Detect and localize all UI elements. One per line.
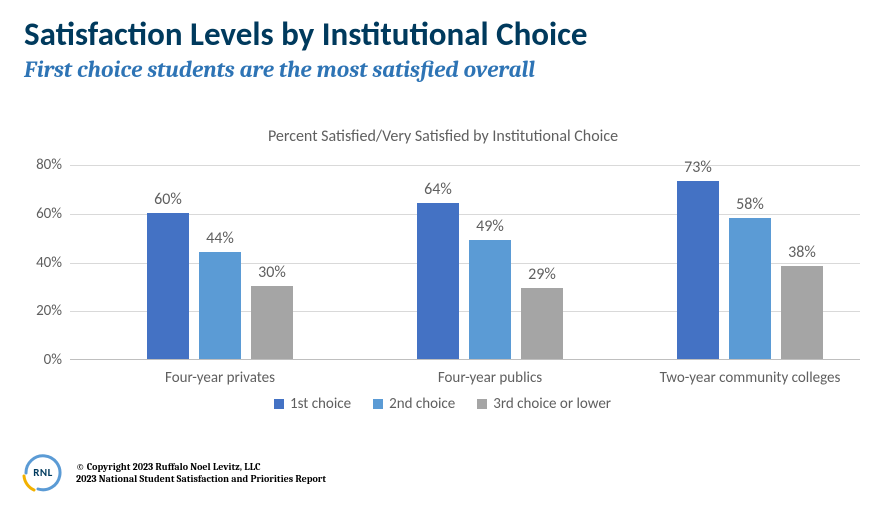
bar-value-label: 29%	[512, 265, 572, 284]
legend-item: 1st choice	[274, 395, 351, 413]
bar-value-label: 73%	[668, 158, 728, 177]
bar	[781, 266, 823, 359]
legend-label: 2nd choice	[389, 395, 455, 413]
y-tick-label: 80%	[22, 156, 62, 174]
bar	[417, 203, 459, 359]
y-tick-label: 20%	[22, 302, 62, 320]
bar	[469, 240, 511, 359]
logo-text: RNL	[33, 466, 53, 479]
x-category-label: Four-year privates	[165, 369, 275, 387]
legend-label: 3rd choice or lower	[493, 395, 611, 413]
chart-plot-area: 60%44%30%64%49%29%73%58%38%	[70, 165, 860, 360]
footer: RNL © Copyright 2023 Ruffalo Noel Levitz…	[20, 454, 326, 492]
chart-legend: 1st choice 2nd choice 3rd choice or lower	[25, 395, 860, 413]
x-category-label: Four-year publics	[438, 369, 542, 387]
footer-text: © Copyright 2023 Ruffalo Noel Levitz, LL…	[76, 461, 326, 486]
rnl-logo: RNL	[20, 454, 66, 492]
bar-value-label: 49%	[460, 217, 520, 236]
page-title: Satisfaction Levels by Institutional Cho…	[24, 14, 588, 54]
y-tick-label: 60%	[22, 205, 62, 223]
legend-swatch	[373, 399, 383, 409]
bar-value-label: 38%	[772, 243, 832, 262]
x-category-label: Two-year community colleges	[660, 369, 841, 387]
bar-group: 60%44%30%	[147, 165, 293, 359]
page-subtitle: First choice students are the most satis…	[24, 56, 535, 83]
legend-swatch	[274, 399, 284, 409]
bar	[729, 218, 771, 359]
y-tick-label: 40%	[22, 254, 62, 272]
legend-label: 1st choice	[290, 395, 351, 413]
chart-title: Percent Satisfied/Very Satisfied by Inst…	[0, 127, 886, 146]
bar-value-label: 30%	[242, 263, 302, 282]
legend-swatch	[477, 399, 487, 409]
bar-group: 73%58%38%	[677, 165, 823, 359]
copyright-line: © Copyright 2023 Ruffalo Noel Levitz, LL…	[76, 461, 326, 474]
bar-value-label: 60%	[138, 190, 198, 209]
bar-value-label: 64%	[408, 180, 468, 199]
legend-item: 3rd choice or lower	[477, 395, 611, 413]
bar	[677, 181, 719, 359]
bar-value-label: 58%	[720, 195, 780, 214]
bar	[251, 286, 293, 359]
bar-group: 64%49%29%	[417, 165, 563, 359]
bar-value-label: 44%	[190, 229, 250, 248]
report-line: 2023 National Student Satisfaction and P…	[76, 473, 326, 486]
satisfaction-chart: 60%44%30%64%49%29%73%58%38% Four-year pr…	[25, 155, 860, 415]
bar	[199, 252, 241, 359]
bar	[521, 288, 563, 359]
y-tick-label: 0%	[22, 351, 62, 369]
bar	[147, 213, 189, 359]
legend-item: 2nd choice	[373, 395, 455, 413]
